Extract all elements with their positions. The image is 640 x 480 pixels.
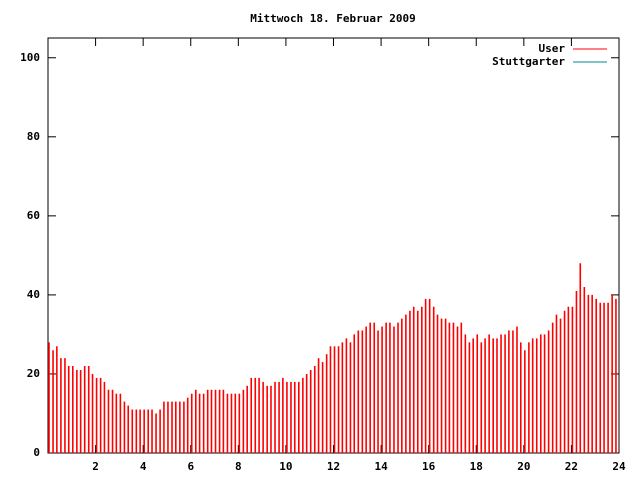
x-tick-label: 12 (327, 460, 340, 473)
x-tick-label: 2 (92, 460, 99, 473)
x-tick-label: 6 (187, 460, 194, 473)
x-tick-label: 18 (470, 460, 483, 473)
legend-label: Stuttgarter (492, 55, 565, 68)
x-tick-label: 20 (517, 460, 530, 473)
x-tick-label: 22 (565, 460, 578, 473)
y-tick-label: 20 (27, 367, 40, 380)
x-tick-label: 14 (374, 460, 388, 473)
chart-title: Mittwoch 18. Februar 2009 (250, 12, 416, 25)
x-tick-label: 10 (279, 460, 292, 473)
x-tick-label: 16 (422, 460, 436, 473)
x-tick-label: 24 (612, 460, 626, 473)
x-tick-label: 8 (235, 460, 242, 473)
x-tick-label: 4 (140, 460, 147, 473)
y-tick-label: 0 (33, 446, 40, 459)
y-tick-label: 40 (27, 288, 40, 301)
y-tick-label: 80 (27, 130, 40, 143)
y-tick-label: 60 (27, 209, 40, 222)
legend-label: User (539, 42, 566, 55)
y-tick-label: 100 (20, 51, 40, 64)
